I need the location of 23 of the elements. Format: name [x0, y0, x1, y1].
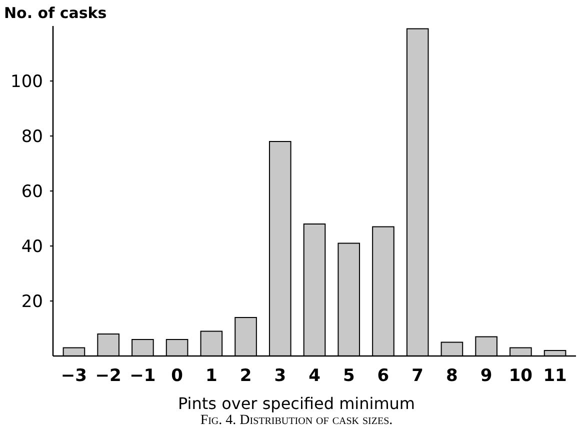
y-tick-label: 60	[21, 182, 43, 202]
x-tick-label: 11	[543, 366, 567, 386]
x-tick-label: −3	[60, 366, 87, 386]
x-tick-label: 3	[274, 366, 286, 386]
y-tick-label: 20	[21, 292, 43, 312]
x-tick-label: 2	[240, 366, 252, 386]
x-tick-label: 8	[446, 366, 458, 386]
x-tick-label: 4	[308, 366, 321, 386]
x-tick-label: 7	[412, 366, 424, 386]
y-axis-title: No. of casks	[4, 4, 107, 22]
x-tick-label: 10	[508, 366, 533, 386]
y-tick-label: 40	[21, 236, 43, 257]
caption: Fig. 4. Distribution of cask sizes.	[200, 413, 393, 428]
x-tick-label: 6	[377, 366, 390, 386]
y-tick-label: 100	[10, 72, 43, 92]
x-tick-label: 5	[342, 366, 355, 386]
x-tick-label: −1	[130, 366, 156, 386]
x-tick-label: −2	[95, 366, 122, 386]
x-tick-label: 1	[205, 366, 218, 386]
x-tick-label: 0	[171, 366, 184, 386]
x-axis-title: Pints over specified minimum	[178, 394, 416, 413]
x-tick-label: 9	[480, 366, 492, 386]
y-tick-label: 80	[21, 126, 43, 147]
